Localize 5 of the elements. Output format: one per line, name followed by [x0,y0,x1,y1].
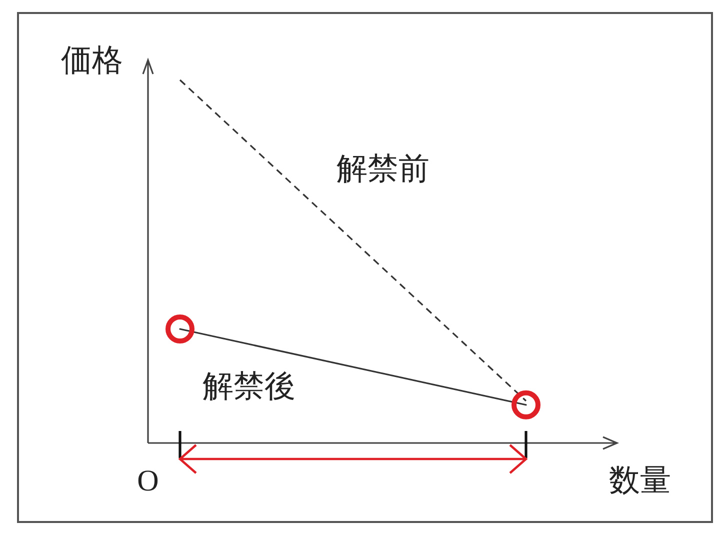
y-axis-title: 価格 [61,42,123,78]
series-label: 解禁後 [202,368,296,404]
x-axis-title: 数量 [609,462,671,498]
series-label: 解禁前 [336,150,430,186]
text: O [137,464,159,498]
